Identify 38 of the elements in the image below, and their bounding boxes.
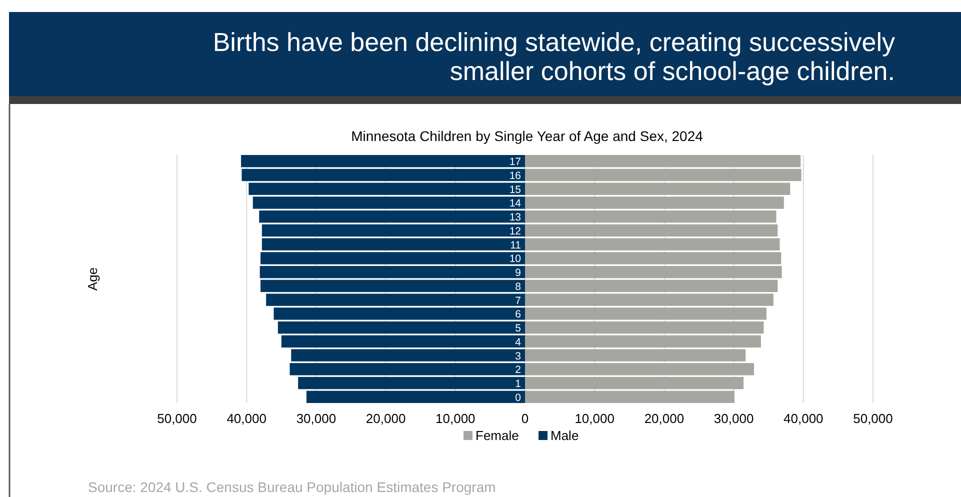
y-tick-label: 12 [509,225,522,238]
legend-label: Male [550,428,579,443]
y-tick-label: 1 [515,378,522,390]
y-tick-label: 15 [509,184,522,196]
y-tick-label: 14 [509,198,522,210]
y-tick-label: 11 [510,239,522,252]
y-tick-label: 0 [515,392,522,404]
bar [525,390,734,403]
y-tick-label: 4 [515,336,522,348]
y-tick-label: 17 [509,156,522,168]
x-tick-label: 20,000 [366,411,406,426]
x-tick-label: 10,000 [574,411,614,426]
y-tick-label: 2 [515,364,522,376]
y-tick-label: 3 [515,350,522,362]
chart-subtitle: Minnesota Children by Single Year of Age and Sex, 2024 [351,128,704,144]
y-axis-title: Age [85,267,100,291]
x-tick-label: 40,000 [226,411,266,426]
bar [241,155,525,168]
chart-title: Births have been declining statewide, creating successively smaller cohorts of school-age children. [212,27,895,86]
x-tick-label: 40,000 [784,411,824,426]
y-tick-label: 8 [515,280,522,293]
x-tick-label: 20,000 [644,411,684,426]
x-tick-label: 30,000 [714,411,754,426]
y-tick-label: 6 [515,308,522,321]
y-tick-label: 9 [515,267,522,280]
y-tick-label: 7 [515,294,522,307]
y-tick-label: 5 [515,322,522,335]
x-tick-label: 10,000 [436,411,476,426]
bar [306,390,525,403]
legend-label: Female [476,428,519,443]
x-tick-label: 50,000 [853,411,893,426]
x-tick-label: 30,000 [296,411,336,426]
y-tick-label: 10 [509,253,522,266]
x-tick-label: 50,000 [157,411,197,426]
source-note: Source: 2024 U.S. Census Bureau Population Estimates Program [88,479,496,495]
bar [525,155,801,168]
y-tick-label: 13 [509,212,522,224]
y-tick-label: 16 [509,170,522,182]
